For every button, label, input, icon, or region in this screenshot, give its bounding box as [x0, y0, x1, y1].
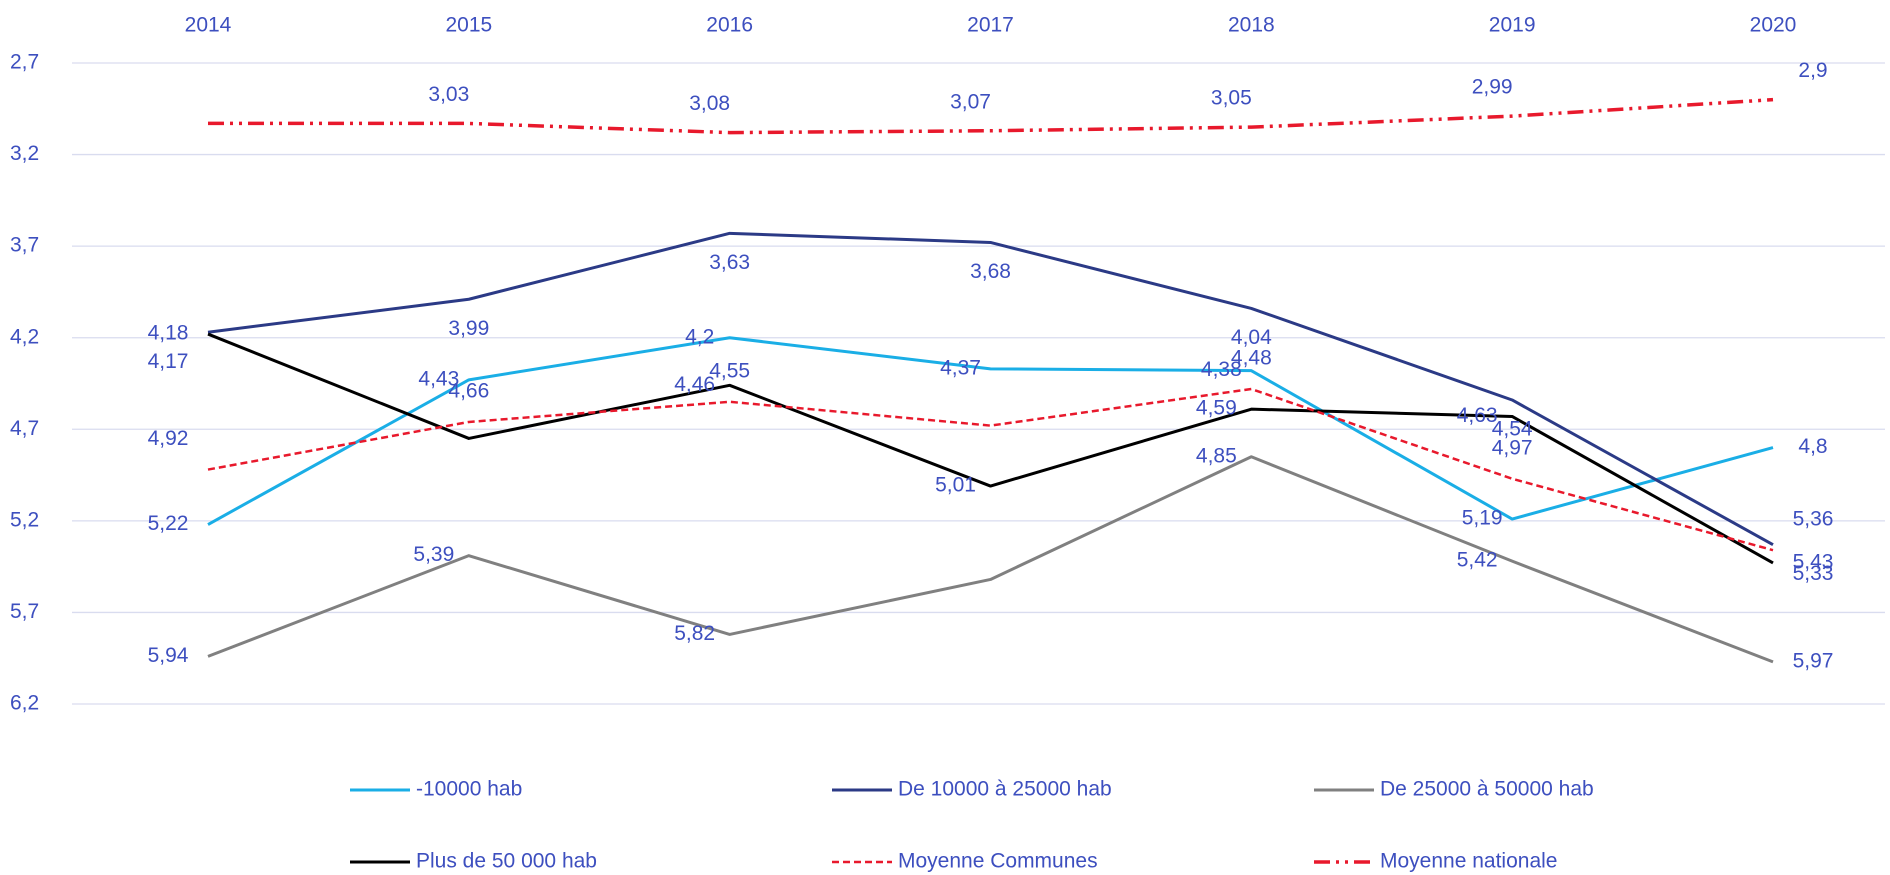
data-label: 4,37	[940, 356, 981, 379]
data-label: 3,08	[689, 92, 730, 115]
data-label: 3,68	[970, 260, 1011, 283]
x-tick-label: 2014	[185, 14, 232, 37]
y-tick-label: 2,7	[10, 51, 39, 74]
x-tick-label: 2018	[1228, 14, 1275, 37]
y-tick-label: 3,7	[10, 234, 39, 257]
data-label: 3,07	[950, 90, 991, 113]
x-tick-label: 2020	[1750, 14, 1797, 37]
series-line	[207, 332, 1774, 565]
data-label: 2,99	[1472, 76, 1513, 99]
x-tick-label: 2016	[706, 14, 753, 37]
data-label: 4,8	[1798, 435, 1827, 458]
data-label: 4,97	[1492, 436, 1533, 459]
data-label: 4,04	[1231, 326, 1272, 349]
legend-label: -10000 hab	[416, 778, 522, 801]
data-label: 4,2	[685, 325, 714, 348]
data-label: 3,03	[428, 83, 469, 106]
series-line	[207, 387, 1774, 552]
data-label: 4,66	[448, 380, 489, 403]
data-label: 4,43	[418, 367, 459, 390]
data-label: 4,92	[148, 427, 189, 450]
data-label: 5,36	[1793, 508, 1834, 531]
x-tick-label: 2019	[1489, 14, 1536, 37]
data-label: 5,39	[413, 543, 454, 566]
y-tick-label: 5,2	[10, 508, 39, 531]
data-label: 4,54	[1492, 418, 1533, 441]
data-label: 2,9	[1798, 59, 1827, 82]
data-label: 4,18	[148, 322, 189, 345]
data-label: 3,05	[1211, 87, 1252, 110]
data-label: 3,63	[709, 251, 750, 274]
data-label: 4,63	[1457, 404, 1498, 427]
data-label: 4,48	[1231, 347, 1272, 370]
series-line	[207, 455, 1774, 664]
data-label: 5,22	[148, 512, 189, 535]
data-label: 3,99	[448, 317, 489, 340]
y-tick-label: 4,2	[10, 325, 39, 348]
legend-label: Moyenne Communes	[898, 850, 1098, 873]
series-line	[208, 97, 1774, 135]
y-tick-label: 6,2	[10, 692, 39, 715]
x-tick-label: 2015	[445, 14, 492, 37]
y-tick-label: 5,7	[10, 600, 39, 623]
y-tick-label: 4,7	[10, 417, 39, 440]
data-label: 5,97	[1793, 649, 1834, 672]
legend-label: Plus de 50 000 hab	[416, 850, 597, 873]
data-label: 4,55	[709, 359, 750, 382]
data-label: 5,19	[1462, 507, 1503, 530]
y-tick-label: 3,2	[10, 142, 39, 165]
series-line	[207, 336, 1774, 526]
data-label: 4,46	[674, 373, 715, 396]
data-label: 5,42	[1457, 549, 1498, 572]
data-label: 5,33	[1793, 562, 1834, 585]
data-label: 5,94	[148, 644, 189, 667]
data-label: 5,82	[674, 622, 715, 645]
data-label: 4,85	[1196, 444, 1237, 467]
data-label: 5,01	[935, 474, 976, 497]
data-label: 4,59	[1196, 397, 1237, 420]
data-label: 4,38	[1201, 358, 1242, 381]
legend-label: De 10000 à 25000 hab	[898, 778, 1112, 801]
series-line	[207, 231, 1774, 546]
legend-label: Moyenne nationale	[1380, 850, 1557, 873]
data-label: 4,17	[148, 350, 189, 373]
x-tick-label: 2017	[967, 14, 1014, 37]
legend-label: De 25000 à 50000 hab	[1380, 778, 1594, 801]
data-label: 5,43	[1793, 551, 1834, 574]
